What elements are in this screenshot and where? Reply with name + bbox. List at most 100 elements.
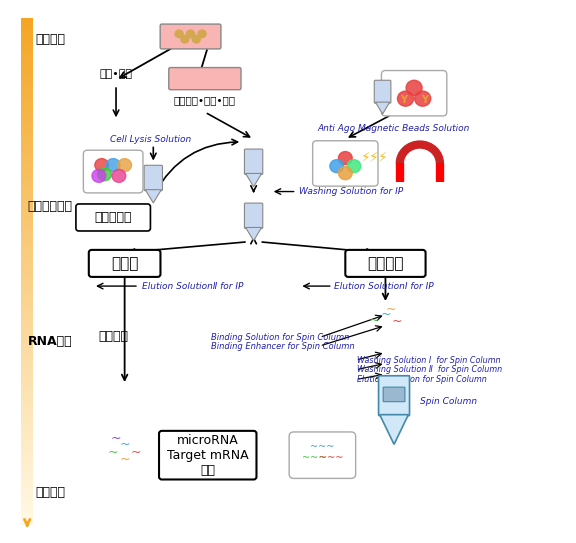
- Text: ~: ~: [392, 315, 402, 328]
- Text: Spin Column: Spin Column: [420, 396, 477, 406]
- Bar: [21, 244, 33, 246]
- Bar: [21, 211, 33, 213]
- Text: ~: ~: [111, 431, 122, 444]
- Polygon shape: [245, 228, 262, 241]
- Bar: [21, 345, 33, 348]
- Bar: [21, 330, 33, 332]
- Text: ~~~: ~~~: [319, 453, 343, 463]
- Bar: [21, 269, 33, 272]
- Bar: [21, 497, 33, 500]
- Bar: [21, 155, 33, 157]
- Bar: [21, 391, 33, 393]
- Bar: [21, 421, 33, 424]
- Bar: [21, 282, 33, 284]
- Bar: [21, 259, 33, 261]
- Bar: [21, 142, 33, 144]
- Circle shape: [347, 160, 361, 173]
- Bar: [21, 350, 33, 353]
- Bar: [21, 523, 33, 526]
- Bar: [21, 370, 33, 373]
- Bar: [21, 353, 33, 355]
- Bar: [21, 393, 33, 396]
- Text: 细胞•组织: 细胞•组织: [100, 70, 132, 79]
- Bar: [21, 459, 33, 462]
- Text: 配制样品: 配制样品: [35, 33, 65, 46]
- Circle shape: [107, 159, 120, 172]
- Bar: [21, 264, 33, 267]
- Bar: [21, 127, 33, 129]
- Text: ~: ~: [380, 308, 391, 321]
- Text: Y: Y: [421, 94, 428, 105]
- Bar: [21, 38, 33, 40]
- Bar: [21, 299, 33, 302]
- Text: 离心柱法: 离心柱法: [367, 256, 404, 271]
- Bar: [21, 190, 33, 193]
- Bar: [21, 340, 33, 343]
- Bar: [21, 170, 33, 173]
- Text: Cell Lysis Solution: Cell Lysis Solution: [110, 135, 192, 144]
- Bar: [21, 216, 33, 218]
- Bar: [21, 472, 33, 475]
- Text: ~: ~: [386, 303, 396, 316]
- Text: ~~~: ~~~: [302, 453, 326, 463]
- Text: ⚡: ⚡: [378, 151, 388, 165]
- Bar: [21, 297, 33, 299]
- Circle shape: [406, 80, 422, 96]
- Bar: [21, 292, 33, 294]
- FancyBboxPatch shape: [144, 165, 162, 191]
- Bar: [21, 317, 33, 320]
- Bar: [21, 104, 33, 106]
- Bar: [21, 267, 33, 269]
- Circle shape: [415, 91, 431, 106]
- Bar: [21, 444, 33, 447]
- Bar: [21, 485, 33, 487]
- Bar: [21, 401, 33, 403]
- Bar: [21, 223, 33, 226]
- Bar: [21, 452, 33, 454]
- Bar: [21, 289, 33, 292]
- Bar: [21, 378, 33, 381]
- Text: ~: ~: [119, 438, 130, 451]
- Bar: [21, 449, 33, 452]
- Bar: [21, 363, 33, 365]
- Text: ~: ~: [119, 453, 130, 466]
- Bar: [21, 33, 33, 35]
- Bar: [21, 241, 33, 244]
- Bar: [21, 150, 33, 152]
- Bar: [21, 409, 33, 411]
- Polygon shape: [380, 415, 408, 444]
- Bar: [21, 193, 33, 195]
- Bar: [21, 35, 33, 38]
- Bar: [21, 376, 33, 378]
- FancyBboxPatch shape: [244, 149, 263, 174]
- Bar: [21, 233, 33, 236]
- Bar: [21, 188, 33, 190]
- Bar: [21, 314, 33, 317]
- Bar: [21, 276, 33, 279]
- Bar: [21, 175, 33, 178]
- Circle shape: [339, 151, 352, 165]
- Bar: [21, 411, 33, 414]
- Bar: [21, 477, 33, 479]
- Bar: [21, 50, 33, 53]
- Bar: [21, 416, 33, 419]
- Bar: [21, 381, 33, 383]
- Bar: [21, 373, 33, 376]
- Circle shape: [118, 159, 131, 172]
- Circle shape: [112, 169, 126, 182]
- Bar: [21, 437, 33, 439]
- Bar: [21, 89, 33, 91]
- Bar: [21, 383, 33, 386]
- Bar: [21, 91, 33, 94]
- Bar: [21, 61, 33, 64]
- Bar: [21, 365, 33, 368]
- Bar: [21, 40, 33, 43]
- Bar: [21, 510, 33, 513]
- Bar: [21, 182, 33, 185]
- Bar: [21, 470, 33, 472]
- Bar: [21, 220, 33, 223]
- FancyBboxPatch shape: [381, 71, 447, 116]
- Bar: [21, 261, 33, 264]
- Text: ~: ~: [131, 446, 141, 459]
- FancyBboxPatch shape: [159, 431, 256, 479]
